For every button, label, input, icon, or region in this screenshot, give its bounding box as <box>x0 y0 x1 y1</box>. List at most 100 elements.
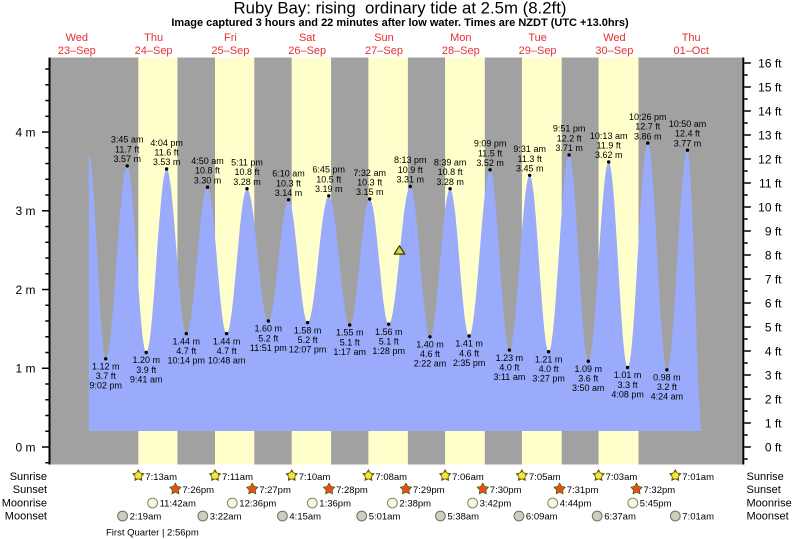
svg-text:6:45 pm: 6:45 pm <box>313 165 346 175</box>
svg-text:Wed: Wed <box>66 32 88 44</box>
svg-text:4.7 ft: 4.7 ft <box>176 346 197 356</box>
svg-text:10.8 ft: 10.8 ft <box>234 167 260 177</box>
svg-text:6:10 am: 6:10 am <box>272 169 305 179</box>
svg-text:1.12 m: 1.12 m <box>92 362 120 372</box>
svg-text:15 ft: 15 ft <box>758 80 782 94</box>
svg-text:1:36pm: 1:36pm <box>319 499 351 510</box>
svg-text:7:32pm: 7:32pm <box>644 485 676 496</box>
svg-text:10.8 ft: 10.8 ft <box>195 166 221 176</box>
svg-text:3.31 m: 3.31 m <box>397 175 425 185</box>
svg-text:0 ft: 0 ft <box>765 440 782 454</box>
svg-text:3.9 ft: 3.9 ft <box>136 365 157 375</box>
svg-text:3:42pm: 3:42pm <box>480 499 512 510</box>
svg-text:Moonrise: Moonrise <box>2 498 47 510</box>
svg-text:1 ft: 1 ft <box>765 416 782 430</box>
svg-text:12.7 ft: 12.7 ft <box>635 122 661 132</box>
svg-text:3.62 m: 3.62 m <box>595 150 623 160</box>
svg-text:Sunrise: Sunrise <box>747 471 784 483</box>
svg-text:10.3 ft: 10.3 ft <box>357 178 383 188</box>
svg-text:28–Sep: 28–Sep <box>442 45 480 57</box>
svg-text:5 ft: 5 ft <box>765 320 782 334</box>
svg-text:12 ft: 12 ft <box>758 152 782 166</box>
svg-text:12.4 ft: 12.4 ft <box>675 129 701 139</box>
svg-text:1.21 m: 1.21 m <box>535 354 563 364</box>
svg-text:3 m: 3 m <box>15 204 35 218</box>
svg-text:Moonrise: Moonrise <box>747 498 792 510</box>
svg-text:5.1 ft: 5.1 ft <box>379 337 400 347</box>
svg-text:11:42am: 11:42am <box>160 499 196 510</box>
svg-text:10.8 ft: 10.8 ft <box>438 167 464 177</box>
svg-text:First Quarter | 2:56pm: First Quarter | 2:56pm <box>106 528 199 539</box>
svg-text:5.2 ft: 5.2 ft <box>298 335 319 345</box>
svg-text:7:06am: 7:06am <box>452 472 484 483</box>
svg-text:10:50 am: 10:50 am <box>669 119 707 129</box>
svg-text:1.56 m: 1.56 m <box>375 327 403 337</box>
svg-text:Moonset: Moonset <box>5 510 47 522</box>
svg-text:5:45pm: 5:45pm <box>640 499 672 510</box>
svg-text:3:11 am: 3:11 am <box>493 372 525 382</box>
svg-text:1 m: 1 m <box>15 362 35 376</box>
svg-text:5:01am: 5:01am <box>369 511 401 522</box>
svg-text:26–Sep: 26–Sep <box>288 45 326 57</box>
svg-text:2:35 pm: 2:35 pm <box>453 358 486 368</box>
svg-text:11:51 pm: 11:51 pm <box>250 343 287 353</box>
svg-text:1.44 m: 1.44 m <box>213 336 241 346</box>
svg-text:3:22am: 3:22am <box>210 511 242 522</box>
svg-text:10 ft: 10 ft <box>758 200 782 214</box>
svg-text:Sunset: Sunset <box>747 484 781 496</box>
svg-text:9:09 pm: 9:09 pm <box>474 139 507 149</box>
svg-text:Wed: Wed <box>603 32 625 44</box>
svg-text:01–Oct: 01–Oct <box>673 45 708 57</box>
svg-text:3.53 m: 3.53 m <box>153 157 181 167</box>
svg-text:3.14 m: 3.14 m <box>275 188 303 198</box>
svg-text:11.9 ft: 11.9 ft <box>597 141 622 151</box>
svg-text:Moonset: Moonset <box>747 510 789 522</box>
svg-text:Sat: Sat <box>299 32 316 44</box>
svg-text:1:17 am: 1:17 am <box>333 347 366 357</box>
svg-text:4:50 am: 4:50 am <box>191 156 224 166</box>
svg-text:3.15 m: 3.15 m <box>356 187 384 197</box>
svg-text:27–Sep: 27–Sep <box>365 45 403 57</box>
svg-text:10.5 ft: 10.5 ft <box>316 174 342 184</box>
svg-text:1.40 m: 1.40 m <box>416 340 444 350</box>
svg-text:3:50 am: 3:50 am <box>572 383 605 393</box>
svg-text:Sunrise: Sunrise <box>10 471 47 483</box>
svg-text:4:44pm: 4:44pm <box>560 499 592 510</box>
svg-text:4:15am: 4:15am <box>289 511 321 522</box>
svg-text:3.28 m: 3.28 m <box>436 177 464 187</box>
svg-text:5.1 ft: 5.1 ft <box>340 337 361 347</box>
svg-text:5:11 pm: 5:11 pm <box>231 158 263 168</box>
svg-text:30–Sep: 30–Sep <box>595 45 633 57</box>
svg-text:Tue: Tue <box>528 32 547 44</box>
svg-text:4.6 ft: 4.6 ft <box>420 349 441 359</box>
svg-text:7:26pm: 7:26pm <box>182 485 214 496</box>
svg-text:7:11am: 7:11am <box>222 472 253 483</box>
svg-text:5:38am: 5:38am <box>447 511 479 522</box>
svg-text:11.3 ft: 11.3 ft <box>518 154 543 164</box>
svg-text:3 ft: 3 ft <box>765 368 782 382</box>
svg-text:10:14 pm: 10:14 pm <box>168 356 206 366</box>
svg-text:3.86 m: 3.86 m <box>634 131 662 141</box>
svg-text:7:32 am: 7:32 am <box>353 168 386 178</box>
svg-text:10.9 ft: 10.9 ft <box>398 165 424 175</box>
svg-text:7 ft: 7 ft <box>765 272 782 286</box>
svg-text:24–Sep: 24–Sep <box>135 45 173 57</box>
svg-text:1.60 m: 1.60 m <box>255 324 283 334</box>
svg-text:4.0 ft: 4.0 ft <box>539 364 560 374</box>
svg-text:3.52 m: 3.52 m <box>476 158 504 168</box>
svg-text:14 ft: 14 ft <box>758 104 782 118</box>
svg-text:Thu: Thu <box>144 32 163 44</box>
svg-text:8:39 am: 8:39 am <box>434 158 467 168</box>
svg-text:Sun: Sun <box>374 32 394 44</box>
svg-text:12.2 ft: 12.2 ft <box>557 133 583 143</box>
svg-text:2:22 am: 2:22 am <box>414 359 447 369</box>
svg-text:4:24 am: 4:24 am <box>651 392 684 402</box>
svg-text:3.28 m: 3.28 m <box>233 177 261 187</box>
svg-text:2:19am: 2:19am <box>130 511 162 522</box>
svg-text:7:05am: 7:05am <box>529 472 561 483</box>
svg-text:5.2 ft: 5.2 ft <box>258 333 279 343</box>
svg-text:1.41 m: 1.41 m <box>455 339 483 349</box>
svg-text:7:28pm: 7:28pm <box>336 485 368 496</box>
svg-text:11.7 ft: 11.7 ft <box>115 144 140 154</box>
svg-text:12:36pm: 12:36pm <box>239 499 276 510</box>
